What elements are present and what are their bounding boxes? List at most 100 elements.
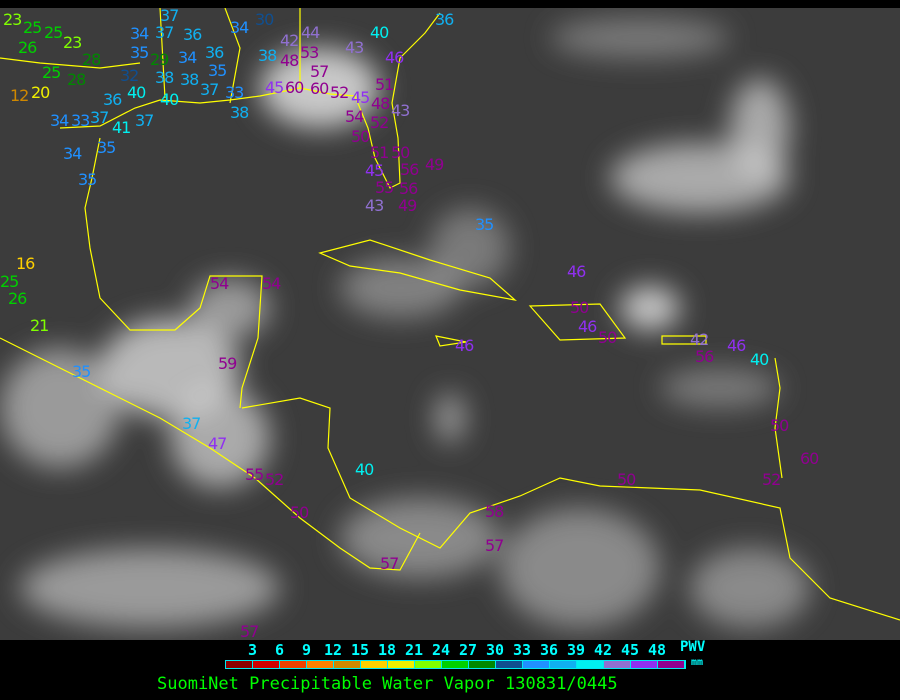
station-pwv-value: 50: [598, 328, 617, 347]
station-pwv-value: 57: [310, 62, 329, 81]
legend-swatch: [442, 661, 469, 668]
station-pwv-value: 43: [391, 101, 410, 120]
legend-swatch: [523, 661, 550, 668]
station-pwv-value: 51: [375, 75, 394, 94]
legend-tick: 24: [432, 641, 451, 659]
legend-tick: 48: [648, 641, 667, 659]
station-pwv-value: 45: [351, 88, 370, 107]
coastlines: [0, 8, 900, 621]
station-pwv-value: 32: [120, 66, 139, 85]
legend-swatch: [631, 661, 658, 668]
station-pwv-value: 36: [183, 25, 202, 44]
station-pwv-value: 23: [3, 10, 22, 29]
station-pwv-value: 55: [375, 178, 394, 197]
legend-tick: 27: [459, 641, 478, 659]
station-pwv-value: 34: [63, 144, 82, 163]
station-pwv-value: 52: [265, 470, 284, 489]
legend-unit-label: PWV: [680, 639, 706, 655]
station-pwv-value: 45: [265, 78, 284, 97]
station-pwv-value: 46: [455, 336, 474, 355]
legend-swatch: [361, 661, 388, 668]
station-pwv-value: 54: [210, 274, 229, 293]
station-pwv-value: 57: [380, 554, 399, 573]
station-pwv-value: 45: [365, 161, 384, 180]
station-pwv-value: 25: [0, 272, 19, 291]
legend-tick: 15: [351, 641, 370, 659]
station-pwv-value: 12: [10, 86, 29, 105]
station-pwv-value: 35: [130, 43, 149, 62]
legend-tick: 30: [486, 641, 505, 659]
legend-swatch: [496, 661, 523, 668]
station-pwv-value: 54: [262, 274, 281, 293]
station-pwv-value: 40: [370, 23, 389, 42]
station-pwv-value: 33: [225, 83, 244, 102]
station-pwv-value: 46: [567, 262, 586, 281]
station-pwv-value: 42: [690, 330, 709, 349]
station-pwv-value: 34: [178, 48, 197, 67]
station-pwv-value: 60: [285, 78, 304, 97]
station-pwv-value: 46: [727, 336, 746, 355]
station-pwv-value: 42: [280, 31, 299, 50]
legend-tick: 9: [302, 641, 312, 659]
station-pwv-value: 35: [78, 170, 97, 189]
legend-swatch: [307, 661, 334, 668]
station-pwv-value: 23: [63, 33, 82, 52]
station-pwv-value: 43: [345, 38, 364, 57]
legend-color-bar: [225, 660, 686, 669]
station-pwv-value: 35: [72, 362, 91, 381]
station-pwv-value: 28: [82, 50, 101, 69]
station-pwv-value: 38: [180, 70, 199, 89]
clouds: [0, 18, 810, 628]
legend-swatch: [604, 661, 631, 668]
station-pwv-value: 50: [290, 503, 309, 522]
legend-tick: 21: [405, 641, 424, 659]
station-pwv-value: 51: [370, 143, 389, 162]
legend-tick: 36: [540, 641, 559, 659]
legend-tick: 6: [275, 641, 285, 659]
station-pwv-value: 50: [391, 143, 410, 162]
station-pwv-value: 34: [230, 18, 249, 37]
station-pwv-value: 26: [8, 289, 27, 308]
station-pwv-value: 29: [150, 50, 169, 69]
station-pwv-value: 36: [435, 10, 454, 29]
legend-tick: 12: [324, 641, 343, 659]
legend-tick: 45: [621, 641, 640, 659]
legend-swatch: [226, 661, 253, 668]
station-pwv-value: 28: [67, 70, 86, 89]
station-pwv-value: 46: [385, 48, 404, 67]
station-pwv-value: 50: [351, 127, 370, 146]
station-pwv-value: 60: [310, 79, 329, 98]
station-pwv-value: 16: [16, 254, 35, 273]
station-pwv-value: 21: [30, 316, 49, 335]
station-pwv-value: 40: [750, 350, 769, 369]
station-pwv-value: 35: [475, 215, 494, 234]
station-pwv-value: 37: [160, 8, 179, 25]
map-area: 23 25 25 26 23 28 25 28 12 20 32 36 40 34 33 37 41 37 34 35…: [0, 8, 900, 640]
map-title: SuomiNet Precipitable Water Vapor 130831…: [157, 674, 618, 694]
legend-tick: 39: [567, 641, 586, 659]
station-pwv-value: 56: [399, 179, 418, 198]
station-pwv-value: 36: [205, 43, 224, 62]
station-pwv-value: 36: [103, 90, 122, 109]
legend-swatch: [253, 661, 280, 668]
legend-swatch: [280, 661, 307, 668]
station-pwv-value: 20: [31, 83, 50, 102]
station-pwv-value: 34: [50, 111, 69, 130]
station-pwv-value: 38: [230, 103, 249, 122]
station-pwv-value: 33: [71, 111, 90, 130]
legend-tick: 42: [594, 641, 613, 659]
station-pwv-value: 37: [135, 111, 154, 130]
legend-swatch: [334, 661, 361, 668]
station-pwv-value: 48: [280, 51, 299, 70]
station-pwv-value: 58: [485, 502, 504, 521]
station-pwv-value: 30: [255, 10, 274, 29]
station-pwv-value: 26: [18, 38, 37, 57]
map-layer: [0, 8, 900, 628]
station-pwv-value: 41: [112, 118, 131, 137]
legend-panel: 3 6 9 12 15 18 21 24 27 30 33 36 39 42 45 48 PWV mm Suo…: [0, 640, 900, 700]
legend-swatch: [577, 661, 604, 668]
legend-swatch: [658, 661, 685, 668]
station-pwv-value: 52: [330, 83, 349, 102]
station-pwv-value: 48: [371, 94, 390, 113]
